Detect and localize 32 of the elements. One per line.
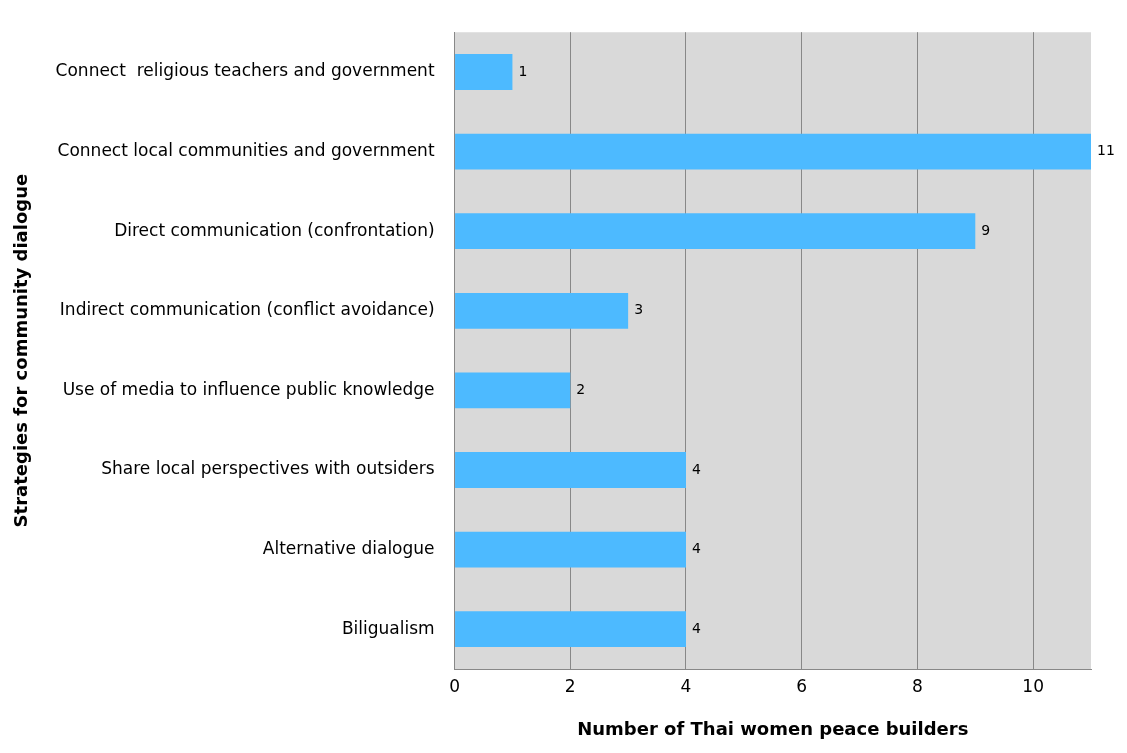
- bar: [455, 213, 976, 250]
- x-tick-label: 2: [564, 675, 576, 696]
- data-label: 1: [518, 62, 528, 79]
- x-tick-label: 0: [449, 675, 460, 696]
- data-label: 4: [692, 619, 701, 636]
- bar: [455, 133, 1091, 170]
- y-tick-label: Connect religious teachers and government: [55, 60, 435, 81]
- bar: [455, 531, 686, 568]
- data-label: 3: [634, 301, 644, 318]
- data-label: 9: [981, 221, 991, 238]
- x-tick-label: 10: [1022, 675, 1044, 696]
- x-tick-label: 4: [680, 675, 692, 696]
- x-axis-title: Number of Thai women peace builders: [577, 717, 969, 739]
- y-axis-title: Strategies for community dialogue: [10, 173, 32, 528]
- bar: [455, 54, 513, 90]
- bar: [455, 611, 686, 648]
- y-tick-label: Use of media to influence public knowledge: [62, 378, 435, 399]
- x-tick-label: 6: [796, 675, 808, 696]
- y-tick-label: Share local perspectives with outsiders: [101, 458, 435, 479]
- bar: [455, 372, 571, 409]
- y-tick-label: Indirect communication (conflict avoidance): [59, 299, 435, 320]
- data-label: 11: [1097, 142, 1115, 159]
- y-tick-label: Connect local communities and government: [57, 140, 435, 161]
- y-tick-label: Direct communication (confrontation): [114, 219, 435, 240]
- y-tick-label: Biligualism: [341, 617, 435, 638]
- bar: [455, 292, 629, 329]
- x-tick-label: 8: [912, 675, 923, 696]
- y-tick-label: Alternative dialogue: [262, 538, 435, 559]
- data-label: 4: [692, 460, 701, 477]
- bar: [455, 452, 686, 488]
- data-label: 2: [576, 381, 586, 398]
- data-label: 4: [692, 540, 701, 557]
